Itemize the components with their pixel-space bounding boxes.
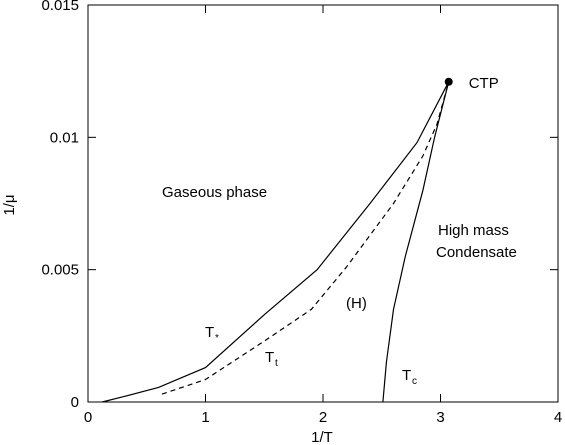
x-tick-label: 1 xyxy=(201,409,209,426)
x-tick-label: 3 xyxy=(436,409,444,426)
series-label-tc: T xyxy=(402,367,411,384)
plot-area-frame xyxy=(87,4,559,403)
series-label-sub-tstar: * xyxy=(215,333,219,344)
series-line-tt xyxy=(161,81,450,395)
y-tick-label: 0.015 xyxy=(41,0,79,14)
x-tick-label: 4 xyxy=(554,409,562,426)
high-mass-label: High mass xyxy=(438,222,509,239)
gaseous-phase-label: Gaseous phase xyxy=(162,184,267,201)
x-tick-label: 0 xyxy=(84,409,92,426)
condensate-label: Condensate xyxy=(436,244,517,261)
y-axis-title: 1/μ xyxy=(1,194,18,215)
series-line-tstar xyxy=(101,81,450,403)
series-label-tt: T xyxy=(265,349,274,366)
y-tick-label: 0.005 xyxy=(41,262,79,279)
y-tick-label: 0.01 xyxy=(50,129,79,146)
x-tick-label: 2 xyxy=(319,409,327,426)
x-axis-title: 1/T xyxy=(311,429,333,445)
series-label-tstar: T xyxy=(205,324,214,341)
y-tick-label: 0 xyxy=(71,394,79,411)
series-label-sub-tt: t xyxy=(275,358,278,369)
series-label-sub-tc: c xyxy=(412,376,417,387)
series-line-tc xyxy=(382,81,450,403)
h-region-label: (H) xyxy=(346,295,367,312)
ctp-label: CTP xyxy=(469,75,499,92)
ctp-point xyxy=(444,77,453,86)
